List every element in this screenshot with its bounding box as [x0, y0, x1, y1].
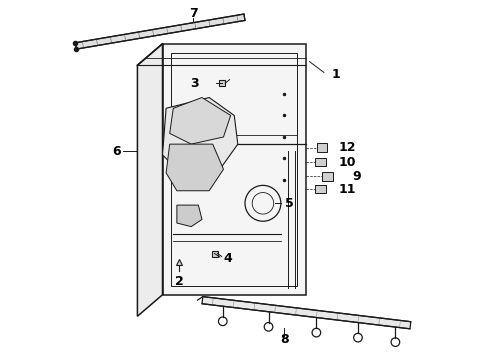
Bar [322, 172, 333, 181]
Polygon shape [202, 297, 411, 329]
Bar [317, 143, 327, 152]
Text: 9: 9 [353, 170, 361, 183]
Text: 2: 2 [174, 275, 183, 288]
Text: 12: 12 [338, 140, 356, 153]
Text: 7: 7 [189, 8, 197, 21]
Bar [315, 185, 326, 193]
Text: 3: 3 [190, 77, 198, 90]
Text: 1: 1 [331, 68, 340, 81]
Text: 11: 11 [338, 183, 356, 196]
Text: 6: 6 [113, 145, 122, 158]
Polygon shape [170, 98, 231, 144]
Polygon shape [177, 205, 202, 226]
Text: 4: 4 [223, 252, 232, 265]
Text: 10: 10 [338, 156, 356, 168]
Polygon shape [137, 44, 163, 316]
Polygon shape [75, 14, 245, 49]
Polygon shape [163, 98, 238, 173]
Polygon shape [163, 44, 306, 295]
Text: 5: 5 [285, 197, 294, 210]
Polygon shape [166, 144, 223, 191]
Bar [315, 158, 326, 166]
Text: 8: 8 [280, 333, 289, 346]
